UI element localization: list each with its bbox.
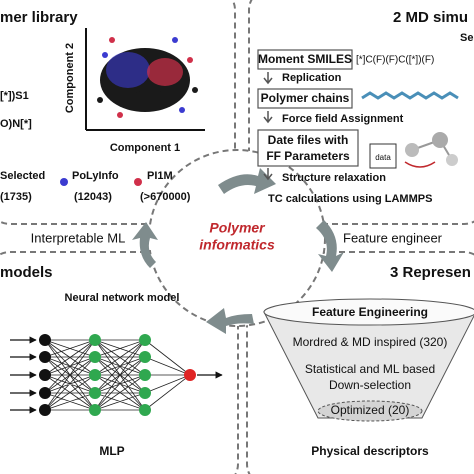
- caption: Physical descriptors: [311, 444, 429, 458]
- funnel-label: Statistical and ML based: [305, 362, 435, 376]
- label-bg: [330, 228, 474, 250]
- step: Polymer chains: [261, 91, 350, 105]
- legend-dot: [60, 178, 68, 186]
- legend-count: (12043): [74, 191, 112, 203]
- center-label: Feature engineer: [343, 230, 443, 245]
- axis-title: Component 2: [64, 43, 76, 113]
- arrow: [316, 220, 344, 272]
- file-label: data: [375, 153, 391, 162]
- file-icon: [369, 143, 397, 169]
- center-title: informatics: [199, 237, 275, 253]
- legend-count: (1735): [0, 191, 32, 203]
- panel: [0, 0, 236, 225]
- down-arrow: [263, 168, 273, 181]
- smiles: O)N[*]: [0, 118, 32, 130]
- network-edges: [44, 339, 191, 411]
- arrow: [218, 168, 276, 194]
- center-title: Polymer: [209, 220, 266, 236]
- funnel-label: Feature Engineering: [312, 305, 428, 319]
- funnel-label: Optimized (20): [331, 403, 410, 417]
- panel-heading: 3 Represen: [390, 264, 471, 281]
- step: Date files with: [268, 133, 349, 147]
- molecule-icon: [404, 132, 458, 168]
- smiles: [*]C(F)(F)C([*])(F): [356, 55, 434, 66]
- down-arrow: [263, 72, 273, 85]
- panel-heading: mer library: [0, 9, 78, 26]
- funnel-label: Mordred & MD inspired (320): [293, 335, 448, 349]
- legend-entry: PI1M: [147, 170, 173, 182]
- funnel-top: [263, 298, 474, 326]
- axis-title: Component 1: [110, 142, 180, 154]
- step-label: Structure relaxation: [282, 172, 386, 184]
- legend-entry: PoLyInfo: [72, 170, 119, 182]
- step-label: Force field Assignment: [282, 113, 404, 125]
- panel-heading: 2 MD simu: [393, 9, 468, 26]
- panel: [248, 0, 474, 225]
- legend-count: (>670000): [140, 191, 191, 203]
- step-label: TC calculations using LAMMPS: [268, 193, 432, 205]
- caption: MLP: [99, 444, 124, 458]
- input-arrows: [10, 336, 223, 414]
- panel: [0, 251, 239, 474]
- arrow: [206, 308, 254, 334]
- panel-heading: models: [0, 264, 53, 281]
- funnel-label: Down-selection: [329, 378, 411, 392]
- corner-text: Se: [460, 32, 473, 44]
- step: FF Parameters: [266, 149, 350, 163]
- center-label: Interpretable ML: [31, 230, 126, 245]
- smiles: [*])S1: [0, 90, 29, 102]
- legend-dot: [134, 178, 142, 186]
- step-box: [257, 88, 353, 109]
- arrow: [132, 222, 158, 268]
- step-box: [257, 129, 359, 167]
- funnel-bottom: [317, 400, 423, 422]
- scatter-cloud: [97, 37, 198, 118]
- step-label: Replication: [282, 72, 342, 84]
- label-bg: [0, 228, 160, 250]
- chain-icon: [361, 91, 459, 100]
- step: Moment SMILES: [258, 52, 352, 66]
- network-title: Neural network model: [65, 292, 180, 304]
- step-box: [257, 49, 353, 70]
- legend-entry: Selected: [0, 170, 45, 182]
- network-nodes: [39, 334, 196, 416]
- down-arrow: [263, 111, 273, 124]
